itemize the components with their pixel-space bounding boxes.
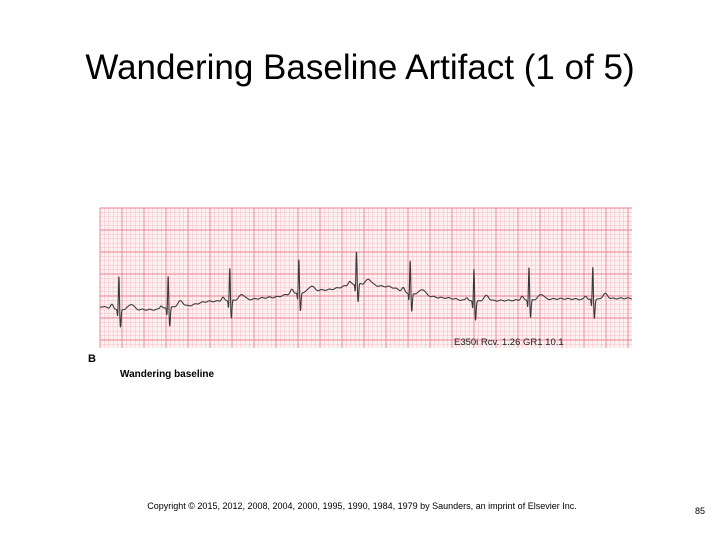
ecg-strip [99, 207, 633, 348]
page-number: 85 [694, 506, 705, 516]
copyright-notice: Copyright © 2015, 2012, 2008, 2004, 2000… [147, 501, 577, 511]
panel-letter: B [88, 353, 96, 365]
ecg-grid-minor [100, 208, 632, 348]
ecg-figure [84, 206, 636, 384]
ecg-grid-major [99, 207, 632, 348]
ecg-trace [99, 251, 633, 328]
ecg-device-label: E350i Rcv. 1.26 GR1 10.1 [454, 337, 564, 348]
ecg-paper [100, 208, 632, 348]
slide-title: Wandering Baseline Artifact (1 of 5) [85, 48, 635, 87]
figure-caption: Wandering baseline [120, 369, 215, 380]
